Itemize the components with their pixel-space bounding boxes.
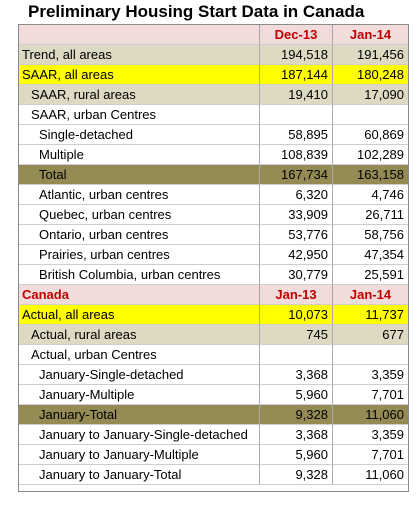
- row-value-1: 745: [260, 325, 333, 345]
- row-label: Total: [19, 165, 260, 185]
- row-label: Atlantic, urban centres: [19, 185, 260, 205]
- row-value-2: 7,701: [333, 445, 408, 465]
- row-label: Ontario, urban centres: [19, 225, 260, 245]
- row-value-1: 9,328: [260, 405, 333, 425]
- row-value-2: 3,359: [333, 425, 408, 445]
- page-title: Preliminary Housing Start Data in Canada: [28, 2, 365, 21]
- row-label: January to January-Single-detached: [19, 425, 260, 445]
- row-label: SAAR, all areas: [19, 65, 260, 85]
- row-value-1: 187,144: [260, 65, 333, 85]
- row-value-2: 7,701: [333, 385, 408, 405]
- row-label: SAAR, rural areas: [19, 85, 260, 105]
- row-value-2: 11,060: [333, 405, 408, 425]
- row-label: January-Single-detached: [19, 365, 260, 385]
- row-label: Quebec, urban centres: [19, 205, 260, 225]
- row-value-1: [260, 105, 333, 125]
- row-value-1: 5,960: [260, 385, 333, 405]
- row-value-1: 108,839: [260, 145, 333, 165]
- row-value-2: 180,248: [333, 65, 408, 85]
- row-label: January to January-Multiple: [19, 445, 260, 465]
- row-value-2: 47,354: [333, 245, 408, 265]
- row-value-1: 58,895: [260, 125, 333, 145]
- row-label: Actual, urban Centres: [19, 345, 260, 365]
- row-value-1: 5,960: [260, 445, 333, 465]
- row-value-1: 19,410: [260, 85, 333, 105]
- header-jan-14-actual: Jan-14: [333, 285, 408, 305]
- section-canada-label: Canada: [19, 285, 260, 305]
- row-value-1: 3,368: [260, 365, 333, 385]
- housing-start-table: Dec-13 Jan-14 Trend, all areas 194,518 1…: [18, 24, 409, 492]
- row-value-1: 30,779: [260, 265, 333, 285]
- row-label: SAAR, urban Centres: [19, 105, 260, 125]
- row-value-2: 102,289: [333, 145, 408, 165]
- row-label: Prairies, urban centres: [19, 245, 260, 265]
- row-value-2: 11,737: [333, 305, 408, 325]
- row-value-2: [333, 345, 408, 365]
- row-value-1: 194,518: [260, 45, 333, 65]
- row-label: January-Multiple: [19, 385, 260, 405]
- row-value-1: 10,073: [260, 305, 333, 325]
- row-value-2: 58,756: [333, 225, 408, 245]
- row-value-2: 11,060: [333, 465, 408, 485]
- row-value-1: 53,776: [260, 225, 333, 245]
- row-value-2: 3,359: [333, 365, 408, 385]
- row-value-1: 3,368: [260, 425, 333, 445]
- row-label: Trend, all areas: [19, 45, 260, 65]
- row-value-2: 25,591: [333, 265, 408, 285]
- row-value-2: 191,456: [333, 45, 408, 65]
- row-label: January-Total: [19, 405, 260, 425]
- header-jan-14: Jan-14: [333, 25, 408, 45]
- row-label: Actual, all areas: [19, 305, 260, 325]
- row-label: Actual, rural areas: [19, 325, 260, 345]
- row-value-1: 9,328: [260, 465, 333, 485]
- row-value-2: 26,711: [333, 205, 408, 225]
- row-value-2: 163,158: [333, 165, 408, 185]
- row-label: Multiple: [19, 145, 260, 165]
- row-value-1: 33,909: [260, 205, 333, 225]
- row-label: January to January-Total: [19, 465, 260, 485]
- row-value-2: 4,746: [333, 185, 408, 205]
- row-value-2: 677: [333, 325, 408, 345]
- row-value-1: 167,734: [260, 165, 333, 185]
- row-value-2: 17,090: [333, 85, 408, 105]
- header-label-cell: [19, 25, 260, 45]
- header-jan-13: Jan-13: [260, 285, 333, 305]
- row-value-2: [333, 105, 408, 125]
- row-label: British Columbia, urban centres: [19, 265, 260, 285]
- row-value-1: 42,950: [260, 245, 333, 265]
- row-value-2: 60,869: [333, 125, 408, 145]
- row-label: Single-detached: [19, 125, 260, 145]
- row-value-1: [260, 345, 333, 365]
- header-dec-13: Dec-13: [260, 25, 333, 45]
- row-value-1: 6,320: [260, 185, 333, 205]
